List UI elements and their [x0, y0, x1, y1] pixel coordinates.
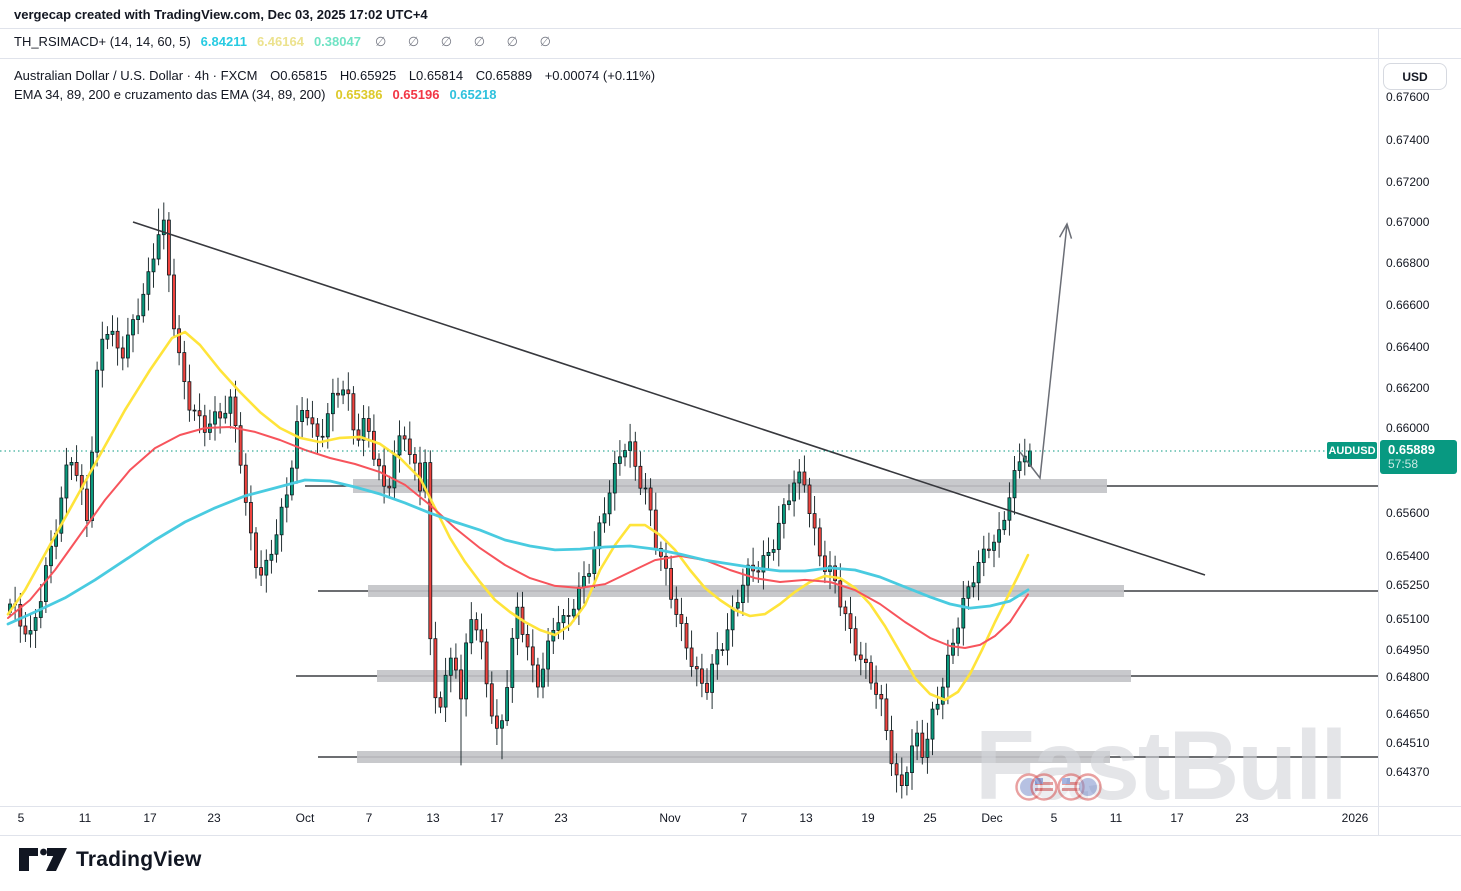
time-axis-label: 7	[740, 811, 748, 825]
time-axis-label: 5	[17, 811, 25, 825]
ohlc-open: O0.65815	[270, 68, 328, 83]
arrow-head	[1058, 222, 1073, 239]
time-axis-label: 2026	[1341, 811, 1369, 825]
time-axis-label: 23	[1235, 811, 1249, 825]
attribution-text: vergecap created with TradingView.com, D…	[14, 7, 428, 22]
support-resistance-band[interactable]	[353, 479, 1107, 493]
current-price-badge: 0.65889 57:58	[1380, 440, 1457, 475]
currency-usd-button[interactable]: USD	[1383, 63, 1447, 90]
ema-value-0: 0.65386	[335, 87, 383, 102]
divider	[0, 806, 1461, 807]
ema-line-1	[7, 426, 1029, 649]
time-axis-label: 5	[1050, 811, 1058, 825]
tradingview-logo-text: TradingView	[76, 848, 202, 871]
divider	[0, 58, 1461, 59]
price-axis-label: 0.66600	[1386, 298, 1430, 312]
indicator-values: 6.84211 6.46164 0.38047	[201, 34, 371, 49]
price-axis-label: 0.65600	[1386, 506, 1430, 520]
symbol-info-line[interactable]: Australian Dollar / U.S. Dollar · 4h · F…	[14, 68, 664, 83]
us-flag-icon	[1030, 773, 1058, 801]
time-axis-label: 13	[426, 811, 440, 825]
symbol-title[interactable]: Australian Dollar / U.S. Dollar · 4h · F…	[14, 68, 258, 83]
price-axis-label: 0.65100	[1386, 612, 1430, 626]
price-axis-label: 0.64510	[1386, 736, 1430, 750]
ema-value-1: 0.65196	[392, 87, 440, 102]
ohlc-change: +0.00074 (+0.11%)	[544, 68, 656, 83]
time-axis-label: 25	[923, 811, 937, 825]
price-axis-label: 0.66400	[1386, 340, 1430, 354]
time-axis-label: 11	[78, 811, 92, 825]
axis-border	[1378, 28, 1379, 835]
bar-countdown: 57:58	[1388, 457, 1419, 472]
price-axis-label: 0.66000	[1386, 421, 1430, 435]
price-axis-label: 0.64800	[1386, 670, 1430, 684]
current-price-value: 0.65889	[1388, 442, 1435, 458]
arrow-drawing[interactable]	[1019, 223, 1068, 480]
price-axis-label: 0.64370	[1386, 765, 1430, 779]
indicator-title: TH_RSIMACD+ (14, 14, 60, 5)	[14, 34, 191, 49]
time-axis-label: 13	[799, 811, 813, 825]
time-axis-label: 23	[554, 811, 568, 825]
ohlc-close: C0.65889	[475, 68, 533, 83]
ema-values: 0.65386 0.65196 0.65218	[325, 87, 496, 102]
indicator-value-0: 6.84211	[200, 34, 247, 49]
audusd-symbol-badge: AUDUSD	[1327, 442, 1377, 460]
support-resistance-band[interactable]	[368, 585, 1124, 597]
price-axis-label: 0.65400	[1386, 549, 1430, 563]
time-axis-label: 17	[490, 811, 504, 825]
chart-canvas[interactable]: FastBull	[0, 58, 1378, 806]
price-axis-label: 0.64950	[1386, 643, 1430, 657]
divider	[0, 28, 1461, 29]
au-flag-icon	[1074, 773, 1102, 801]
hidden-series-icons[interactable]: ∅ ∅ ∅ ∅ ∅ ∅	[374, 34, 560, 49]
price-axis-label: 0.67600	[1386, 90, 1430, 104]
indicator-pane-legend[interactable]: TH_RSIMACD+ (14, 14, 60, 5) 6.84211 6.4616…	[14, 34, 560, 50]
price-axis-label: 0.65250	[1386, 578, 1430, 592]
price-axis-label: 0.66800	[1386, 256, 1430, 270]
ohlc-high: H0.65925	[339, 68, 397, 83]
tradingview-logo[interactable]: TradingView	[18, 846, 202, 874]
time-axis-label: Dec	[981, 811, 1003, 825]
time-axis-label: 7	[365, 811, 373, 825]
tradingview-logo-icon	[19, 848, 67, 871]
price-axis-label: 0.67400	[1386, 133, 1430, 147]
ema-line-0	[6, 330, 1030, 702]
time-axis-label: Nov	[659, 811, 681, 825]
ema-value-2: 0.65218	[449, 87, 497, 102]
price-axis-label: 0.67000	[1386, 215, 1430, 229]
ema-legend-title: EMA 34, 89, 200 e cruzamento das EMA (34…	[14, 87, 326, 102]
divider	[0, 835, 1461, 836]
indicator-value-2: 0.38047	[313, 34, 361, 49]
time-axis-label: 19	[861, 811, 875, 825]
price-axis-label: 0.64650	[1386, 707, 1430, 721]
time-axis-label: 17	[1170, 811, 1184, 825]
ohlc-low: L0.65814	[408, 68, 464, 83]
time-axis-label: 17	[143, 811, 157, 825]
price-axis-label: 0.66200	[1386, 381, 1430, 395]
time-axis-label: Oct	[295, 811, 315, 825]
price-axis-label: 0.67200	[1386, 175, 1430, 189]
time-axis-label: 23	[207, 811, 221, 825]
indicator-value-1: 6.46164	[256, 34, 304, 49]
trendline-drawing[interactable]	[132, 221, 1206, 576]
support-resistance-band[interactable]	[377, 670, 1131, 682]
candles	[8, 202, 1032, 799]
ema-legend-line[interactable]: EMA 34, 89, 200 e cruzamento das EMA (34…	[14, 87, 496, 102]
ema-line-2	[6, 478, 1030, 626]
time-axis-label: 11	[1109, 811, 1123, 825]
